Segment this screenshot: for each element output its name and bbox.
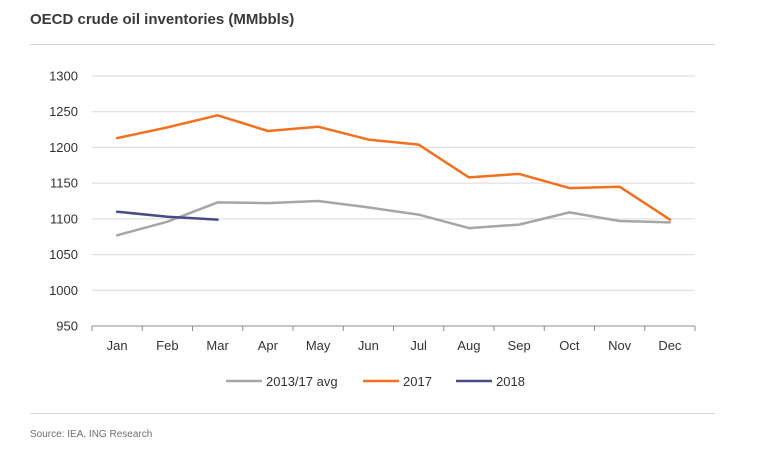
y-tick-label: 1200 xyxy=(49,140,78,155)
legend: 2013/17 avg 2017 2018 xyxy=(226,374,525,389)
series-line-2 xyxy=(115,210,219,221)
series-lines xyxy=(115,114,672,237)
x-tick-label: Jul xyxy=(410,338,427,353)
x-tick-label: Apr xyxy=(258,338,279,353)
y-tick-label: 1300 xyxy=(49,69,78,84)
x-tick-label: Dec xyxy=(658,338,682,353)
x-tick-label: Jun xyxy=(358,338,379,353)
x-tick-label: Jan xyxy=(107,338,128,353)
x-tick-label: Nov xyxy=(608,338,632,353)
series-line-1 xyxy=(115,114,672,221)
y-tick-label: 1050 xyxy=(49,247,78,262)
bottom-divider xyxy=(30,413,715,414)
y-tick-label: 1000 xyxy=(49,283,78,298)
chart-title: OECD crude oil inventories (MMbbls) xyxy=(30,11,295,28)
legend-label: 2017 xyxy=(403,374,432,389)
source-note: Source: IEA, ING Research xyxy=(30,429,153,440)
y-axis-ticks: 950 1000 1050 1100 1150 1200 1250 1300 xyxy=(49,69,78,334)
x-tick-label: Aug xyxy=(457,338,480,353)
x-tick-label: May xyxy=(306,338,331,353)
x-tick-label: Mar xyxy=(206,338,229,353)
y-tick-label: 1100 xyxy=(50,211,78,226)
gridlines xyxy=(92,75,695,291)
y-tick-label: 950 xyxy=(56,319,78,334)
x-tick-label: Oct xyxy=(559,338,580,353)
series-line-0 xyxy=(115,199,672,237)
x-tick-label: Feb xyxy=(156,338,178,353)
legend-label: 2018 xyxy=(496,374,525,389)
y-tick-label: 1150 xyxy=(50,176,78,191)
top-divider xyxy=(30,44,715,45)
x-axis: Jan Feb Mar Apr May Jun Jul Aug Sep Oct Nov Dec xyxy=(91,325,696,353)
legend-label: 2013/17 avg xyxy=(266,374,338,389)
y-tick-label: 1250 xyxy=(49,104,78,119)
x-tick-label: Sep xyxy=(508,338,531,353)
